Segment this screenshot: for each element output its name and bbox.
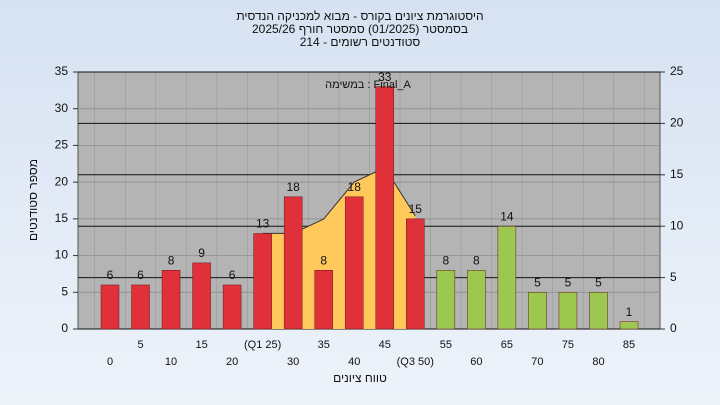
x-tick-label: (Q3 50) <box>397 356 434 368</box>
x-tick-label: 45 <box>379 339 391 351</box>
chart-title: בסמסטר (01/2025) סמסטר חורף 2025/26 <box>252 22 468 36</box>
chart-title: היסטוגרמת ציונים בקורס - מבוא למכניקה הנ… <box>236 9 483 23</box>
x-tick-label: 75 <box>562 339 574 351</box>
data-label: 6 <box>137 268 144 282</box>
data-label: 8 <box>168 253 175 267</box>
bar <box>222 284 242 330</box>
y-tick-label: 15 <box>55 211 69 225</box>
data-label: 13 <box>256 217 270 231</box>
data-label: 5 <box>534 275 541 289</box>
data-label: 8 <box>320 253 327 267</box>
x-tick-label: 15 <box>195 339 207 351</box>
y-tick-label: 0 <box>61 321 68 335</box>
x-tick-label: 65 <box>501 339 513 351</box>
bar <box>314 270 333 330</box>
y2-tick-label: 5 <box>670 270 677 284</box>
y2-tick-label: 15 <box>670 167 684 181</box>
x-axis-title: טווח ציונים <box>333 371 387 385</box>
x-tick-label: 35 <box>318 339 330 351</box>
data-label: 9 <box>198 246 205 260</box>
y-tick-label: 20 <box>55 174 69 188</box>
data-label: 1 <box>626 305 633 319</box>
y-tick-label: 30 <box>55 101 69 115</box>
data-label: 6 <box>229 268 236 282</box>
x-tick-label: 60 <box>470 356 482 368</box>
data-label: 14 <box>500 209 514 223</box>
x-tick-label: 30 <box>287 356 299 368</box>
bar <box>100 284 120 330</box>
data-label: 8 <box>442 253 449 267</box>
y-tick-label: 10 <box>55 248 69 262</box>
bar <box>192 262 211 330</box>
x-tick-label: 80 <box>592 356 604 368</box>
bar <box>497 225 517 330</box>
data-label: 8 <box>473 253 480 267</box>
bar <box>283 196 303 330</box>
x-tick-label: 55 <box>440 339 452 351</box>
y-tick-label: 25 <box>55 138 69 152</box>
x-tick-label: 0 <box>107 356 113 368</box>
bar <box>589 292 608 330</box>
data-label: 33 <box>378 70 392 84</box>
bar <box>344 196 364 330</box>
data-label: 18 <box>287 180 301 194</box>
data-label: 6 <box>107 268 114 282</box>
y2-tick-label: 20 <box>670 116 684 130</box>
bar <box>375 86 395 330</box>
data-label: 5 <box>595 275 602 289</box>
bar <box>619 321 639 330</box>
y2-tick-label: 0 <box>670 321 677 335</box>
x-tick-label: 10 <box>165 356 177 368</box>
bar <box>406 218 425 330</box>
bar <box>528 292 547 330</box>
data-label: 5 <box>565 275 572 289</box>
bar <box>253 233 272 330</box>
y-tick-label: 5 <box>61 284 68 298</box>
data-label: 18 <box>348 180 362 194</box>
annotation: במשימה : Final_A <box>325 79 411 91</box>
bar <box>467 270 486 330</box>
x-tick-label: 40 <box>348 356 360 368</box>
y2-tick-label: 10 <box>670 218 684 232</box>
data-label: 15 <box>409 202 423 216</box>
x-tick-label: 5 <box>137 339 143 351</box>
x-tick-label: 85 <box>623 339 635 351</box>
bar <box>161 270 181 330</box>
y-axis-title: מספר סטודנטים <box>26 159 40 241</box>
bar <box>436 270 456 330</box>
y2-tick-label: 25 <box>670 64 684 78</box>
y-tick-label: 35 <box>55 64 69 78</box>
x-tick-label: (Q1 25) <box>244 339 281 351</box>
bar <box>558 292 578 330</box>
bar <box>131 284 150 330</box>
x-tick-label: 20 <box>226 356 238 368</box>
chart-title: סטודנטים רשומים - 214 <box>300 35 421 49</box>
x-tick-label: 70 <box>531 356 543 368</box>
